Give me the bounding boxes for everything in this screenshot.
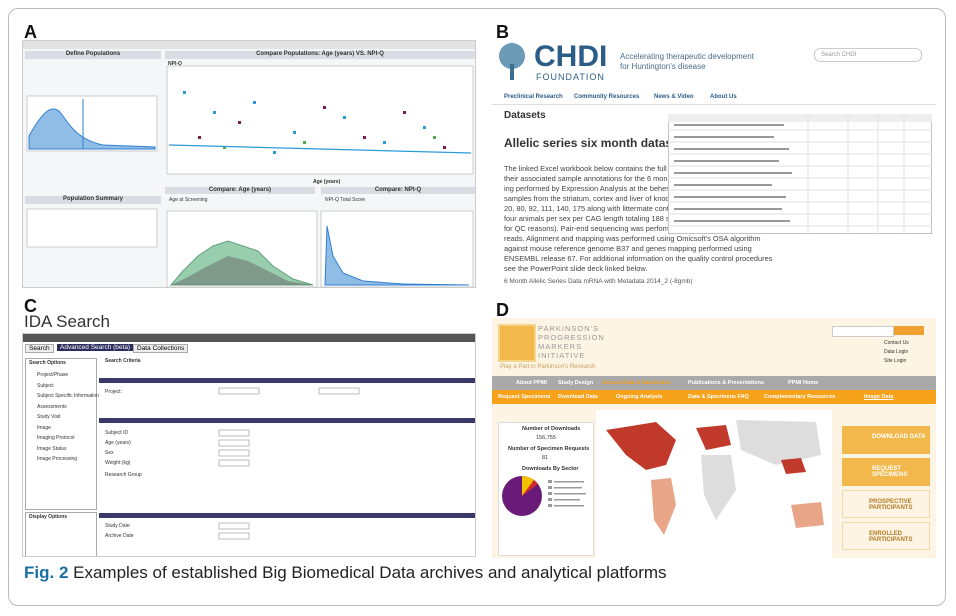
nav-item[interactable]: About PPMI xyxy=(516,380,547,386)
field-label: Weight (kg) xyxy=(105,460,130,466)
dataset-title: Allelic series six month dataset xyxy=(504,136,683,150)
option[interactable]: Project/Phase xyxy=(37,370,99,381)
criteria-form xyxy=(99,368,475,556)
screenshot-b: CHDI FOUNDATION Accelerating therapeutic… xyxy=(492,40,936,288)
title-line: MARKERS xyxy=(538,342,605,351)
screenshot-a: Define Populations Compare Populations: … xyxy=(22,40,476,288)
caption-label: Fig. 2 xyxy=(24,563,68,582)
option[interactable]: Image Processing xyxy=(37,454,99,465)
search-box[interactable] xyxy=(832,326,894,337)
spreadsheet-overlay xyxy=(668,114,932,234)
figure-caption: Fig. 2 Examples of established Big Biome… xyxy=(24,563,667,583)
option[interactable]: Imaging Protocol xyxy=(37,433,99,444)
nav-item[interactable]: Publications & Presentations xyxy=(688,380,764,386)
text-line: reads. Alignment and mapping was perform… xyxy=(504,234,772,244)
nav-item[interactable]: Preclinical Research xyxy=(504,94,563,100)
nav-item[interactable]: Access Data & Specimens xyxy=(602,380,671,386)
stat-value: 156,755 xyxy=(536,435,556,441)
tab[interactable]: Search xyxy=(25,344,54,353)
header-link[interactable]: Site Login xyxy=(884,358,906,364)
nav-item[interactable]: Study Design xyxy=(558,380,593,386)
panel-heading: Search Criteria xyxy=(105,358,141,364)
world-map xyxy=(596,410,832,558)
text-line: see the PowerPoint slide deck linked bel… xyxy=(504,264,772,274)
subnav-item[interactable]: Image Data xyxy=(864,394,893,400)
field-label: Archive Date xyxy=(105,533,134,539)
page-title: IDA Search xyxy=(24,312,110,332)
nav-item[interactable]: About Us xyxy=(710,94,737,100)
panel-a-graphics xyxy=(23,41,476,288)
stat-label: Number of Specimen Requests xyxy=(508,446,589,452)
sector-pie xyxy=(500,474,590,524)
search-box[interactable]: Search CHDI xyxy=(814,48,922,62)
option[interactable]: Assessments xyxy=(37,402,99,413)
panel-heading: Search Options xyxy=(29,360,66,366)
stat-label: Downloads By Sector xyxy=(522,466,579,472)
site-title: PARKINSON'S PROGRESSION MARKERS INITIATI… xyxy=(538,324,605,360)
section-heading: Datasets xyxy=(504,110,546,121)
screenshot-c: Search Advanced Search (beta) Data Colle… xyxy=(22,333,476,557)
button-column: DOWNLOAD DATA REQUEST SPECIMENS PROSPECT… xyxy=(842,426,930,554)
subnav-item[interactable]: Data & Specimens FAQ xyxy=(688,394,749,400)
tab[interactable]: Data Collections xyxy=(133,344,188,353)
panel-heading: Display Options xyxy=(29,514,67,520)
option[interactable]: Subject Specific Information xyxy=(37,391,99,402)
subnav-item[interactable]: Download Data xyxy=(558,394,598,400)
caption-text: Examples of established Big Biomedical D… xyxy=(73,563,666,582)
title-line: PARKINSON'S xyxy=(538,324,605,333)
subnav-item[interactable]: Request Specimens xyxy=(498,394,550,400)
logo xyxy=(498,324,536,362)
action-button[interactable]: ENROLLED PARTICIPANTS xyxy=(842,522,930,550)
option[interactable]: Subject xyxy=(37,381,99,392)
toolbar xyxy=(23,334,476,342)
tagline: for Huntington's disease xyxy=(620,62,706,71)
header-link[interactable]: Data Login xyxy=(884,349,908,355)
field-label: Project: xyxy=(105,389,122,395)
field-label: Research Group xyxy=(105,472,142,478)
tab[interactable]: Advanced Search (beta) xyxy=(57,344,133,351)
screenshot-d: PARKINSON'S PROGRESSION MARKERS INITIATI… xyxy=(492,318,936,558)
nav-item[interactable]: PPMI Home xyxy=(788,380,818,386)
search-button[interactable] xyxy=(894,326,924,335)
field-label: Age (years) xyxy=(105,440,131,446)
title-line: INITIATIVE xyxy=(538,351,605,360)
org-name: CHDI xyxy=(534,40,607,74)
nav-item[interactable]: News & Video xyxy=(654,94,694,100)
title-line: PROGRESSION xyxy=(538,333,605,342)
org-subname: FOUNDATION xyxy=(536,72,605,82)
field-label: Subject ID xyxy=(105,430,128,436)
stat-value: 81 xyxy=(542,455,548,461)
subnav-item[interactable]: Complementary Resources xyxy=(764,394,835,400)
option[interactable]: Image Status xyxy=(37,444,99,455)
download-link[interactable]: 6 Month Allelic Series Data mRNA with Me… xyxy=(504,278,693,285)
options-list: Project/Phase Subject Subject Specific I… xyxy=(37,370,99,465)
text-line: against mouse reference genome B37 and g… xyxy=(504,244,772,254)
option[interactable]: Image xyxy=(37,423,99,434)
action-button[interactable]: DOWNLOAD DATA xyxy=(842,426,930,454)
option[interactable]: Study Visit xyxy=(37,412,99,423)
field-label: Sex xyxy=(105,450,114,456)
stat-label: Number of Downloads xyxy=(522,426,580,432)
subnav-item[interactable]: Ongoing Analysis xyxy=(616,394,663,400)
nav-item[interactable]: Community Resources xyxy=(574,94,639,100)
header-link[interactable]: Contact Us xyxy=(884,340,909,346)
logo-tree xyxy=(494,42,530,82)
action-button[interactable]: REQUEST SPECIMENS xyxy=(842,458,930,486)
tagline: Accelerating therapeutic development xyxy=(620,52,754,61)
slogan: Play a Part in Parkinson's Research xyxy=(500,364,596,370)
text-line: ENSEMBL release 67. For additional infor… xyxy=(504,254,772,264)
action-button[interactable]: PROSPECTIVE PARTICIPANTS xyxy=(842,490,930,518)
field-label: Study Date xyxy=(105,523,130,529)
